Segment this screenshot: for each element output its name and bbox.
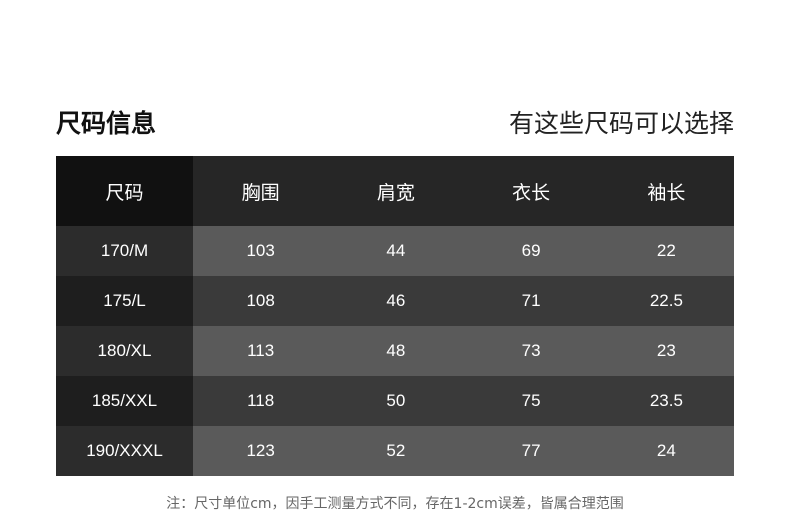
table-cell: 23.5: [598, 376, 734, 426]
column-header: 胸围: [193, 156, 329, 226]
table-row: 185/XXL 118 50 75 23.5: [56, 376, 734, 426]
table-row: 180/XL 113 48 73 23: [56, 326, 734, 376]
measurement-note: 注：尺寸单位cm，因手工测量方式不同，存在1-2cm误差，皆属合理范围: [166, 496, 624, 512]
column-header: 袖长: [598, 156, 734, 226]
table-cell: 170/M: [56, 226, 193, 276]
table-cell: 113: [193, 326, 329, 376]
table-cell: 103: [193, 226, 329, 276]
table-cell: 71: [463, 276, 599, 326]
table-row: 175/L 108 46 71 22.5: [56, 276, 734, 326]
table-cell: 73: [463, 326, 599, 376]
table-cell: 108: [193, 276, 329, 326]
column-header: 肩宽: [328, 156, 464, 226]
table-cell: 52: [328, 426, 464, 476]
table-cell: 77: [463, 426, 599, 476]
table-cell: 44: [328, 226, 464, 276]
table-cell: 175/L: [56, 276, 193, 326]
subtitle: 有这些尺码可以选择: [508, 109, 734, 138]
table-row: 190/XXXL 123 52 77 24: [56, 426, 734, 476]
table-cell: 180/XL: [56, 326, 193, 376]
table-cell: 22: [598, 226, 734, 276]
table-cell: 50: [328, 376, 464, 426]
size-table: 尺码 胸围 肩宽 衣长 袖长 170/M 103 44 69 22 175/L 108 46 71 22.…: [56, 156, 734, 476]
column-header: 衣长: [463, 156, 599, 226]
table-cell: 24: [598, 426, 734, 476]
page-title: 尺码信息: [56, 109, 157, 138]
table-cell: 123: [193, 426, 329, 476]
table-cell: 23: [598, 326, 734, 376]
table-cell: 118: [193, 376, 329, 426]
table-cell: 190/XXXL: [56, 426, 193, 476]
header-row: 尺码 胸围 肩宽 衣长 袖长: [56, 156, 734, 226]
table-cell: 75: [463, 376, 599, 426]
table-row: 170/M 103 44 69 22: [56, 226, 734, 276]
table-cell: 185/XXL: [56, 376, 193, 426]
column-header: 尺码: [56, 156, 193, 226]
table-cell: 46: [328, 276, 464, 326]
table-cell: 69: [463, 226, 599, 276]
table-cell: 22.5: [598, 276, 734, 326]
table-cell: 48: [328, 326, 464, 376]
